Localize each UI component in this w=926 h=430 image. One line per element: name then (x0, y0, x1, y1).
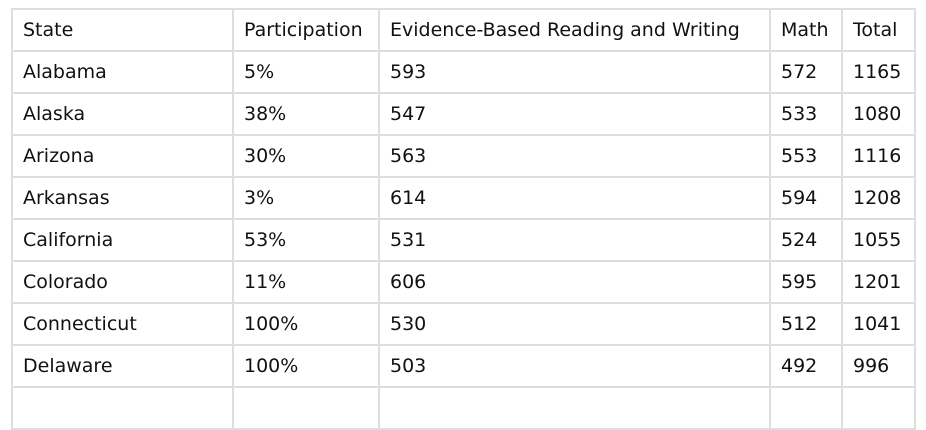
sat-scores-table-container: State Participation Evidence-Based Readi… (11, 8, 916, 430)
cell-participation: 53% (232, 218, 380, 262)
cell-state: Arkansas (11, 176, 234, 220)
cell-participation (232, 386, 380, 430)
cell-state: Alabama (11, 50, 234, 94)
cell-math: 492 (769, 344, 843, 388)
cell-ebrw: 563 (378, 134, 771, 178)
table-row: Arizona 30% 563 553 1116 (11, 134, 916, 178)
table-row: Arkansas 3% 614 594 1208 (11, 176, 916, 220)
cell-state: Connecticut (11, 302, 234, 346)
cell-state: Alaska (11, 92, 234, 136)
cell-participation: 100% (232, 302, 380, 346)
table-row: Connecticut 100% 530 512 1041 (11, 302, 916, 346)
cell-total: 1116 (841, 134, 916, 178)
table-row: California 53% 531 524 1055 (11, 218, 916, 262)
cell-ebrw: 593 (378, 50, 771, 94)
cell-total: 1055 (841, 218, 916, 262)
cell-math: 533 (769, 92, 843, 136)
header-math: Math (769, 8, 843, 52)
cell-state (11, 386, 234, 430)
cell-ebrw: 531 (378, 218, 771, 262)
sat-scores-table: State Participation Evidence-Based Readi… (11, 8, 916, 430)
cell-math: 594 (769, 176, 843, 220)
cell-total (841, 386, 916, 430)
cell-total: 1201 (841, 260, 916, 304)
table-header-row: State Participation Evidence-Based Readi… (11, 8, 916, 52)
cell-math: 524 (769, 218, 843, 262)
cell-math: 512 (769, 302, 843, 346)
cell-math: 572 (769, 50, 843, 94)
cell-state: California (11, 218, 234, 262)
cell-ebrw: 503 (378, 344, 771, 388)
cell-ebrw (378, 386, 771, 430)
cell-math: 595 (769, 260, 843, 304)
cell-total: 996 (841, 344, 916, 388)
cell-participation: 3% (232, 176, 380, 220)
cell-total: 1208 (841, 176, 916, 220)
header-total: Total (841, 8, 916, 52)
cell-participation: 5% (232, 50, 380, 94)
cell-ebrw: 606 (378, 260, 771, 304)
cell-participation: 30% (232, 134, 380, 178)
cell-total: 1080 (841, 92, 916, 136)
cell-ebrw: 547 (378, 92, 771, 136)
table-row: Alaska 38% 547 533 1080 (11, 92, 916, 136)
cell-participation: 100% (232, 344, 380, 388)
cell-participation: 11% (232, 260, 380, 304)
table-row (11, 386, 916, 430)
cell-state: Arizona (11, 134, 234, 178)
cell-total: 1041 (841, 302, 916, 346)
cell-participation: 38% (232, 92, 380, 136)
table-row: Alabama 5% 593 572 1165 (11, 50, 916, 94)
table-row: Colorado 11% 606 595 1201 (11, 260, 916, 304)
header-participation: Participation (232, 8, 380, 52)
cell-state: Colorado (11, 260, 234, 304)
cell-math (769, 386, 843, 430)
table-row: Delaware 100% 503 492 996 (11, 344, 916, 388)
cell-ebrw: 614 (378, 176, 771, 220)
cell-ebrw: 530 (378, 302, 771, 346)
cell-total: 1165 (841, 50, 916, 94)
cell-math: 553 (769, 134, 843, 178)
header-state: State (11, 8, 234, 52)
cell-state: Delaware (11, 344, 234, 388)
header-ebrw: Evidence-Based Reading and Writing (378, 8, 771, 52)
